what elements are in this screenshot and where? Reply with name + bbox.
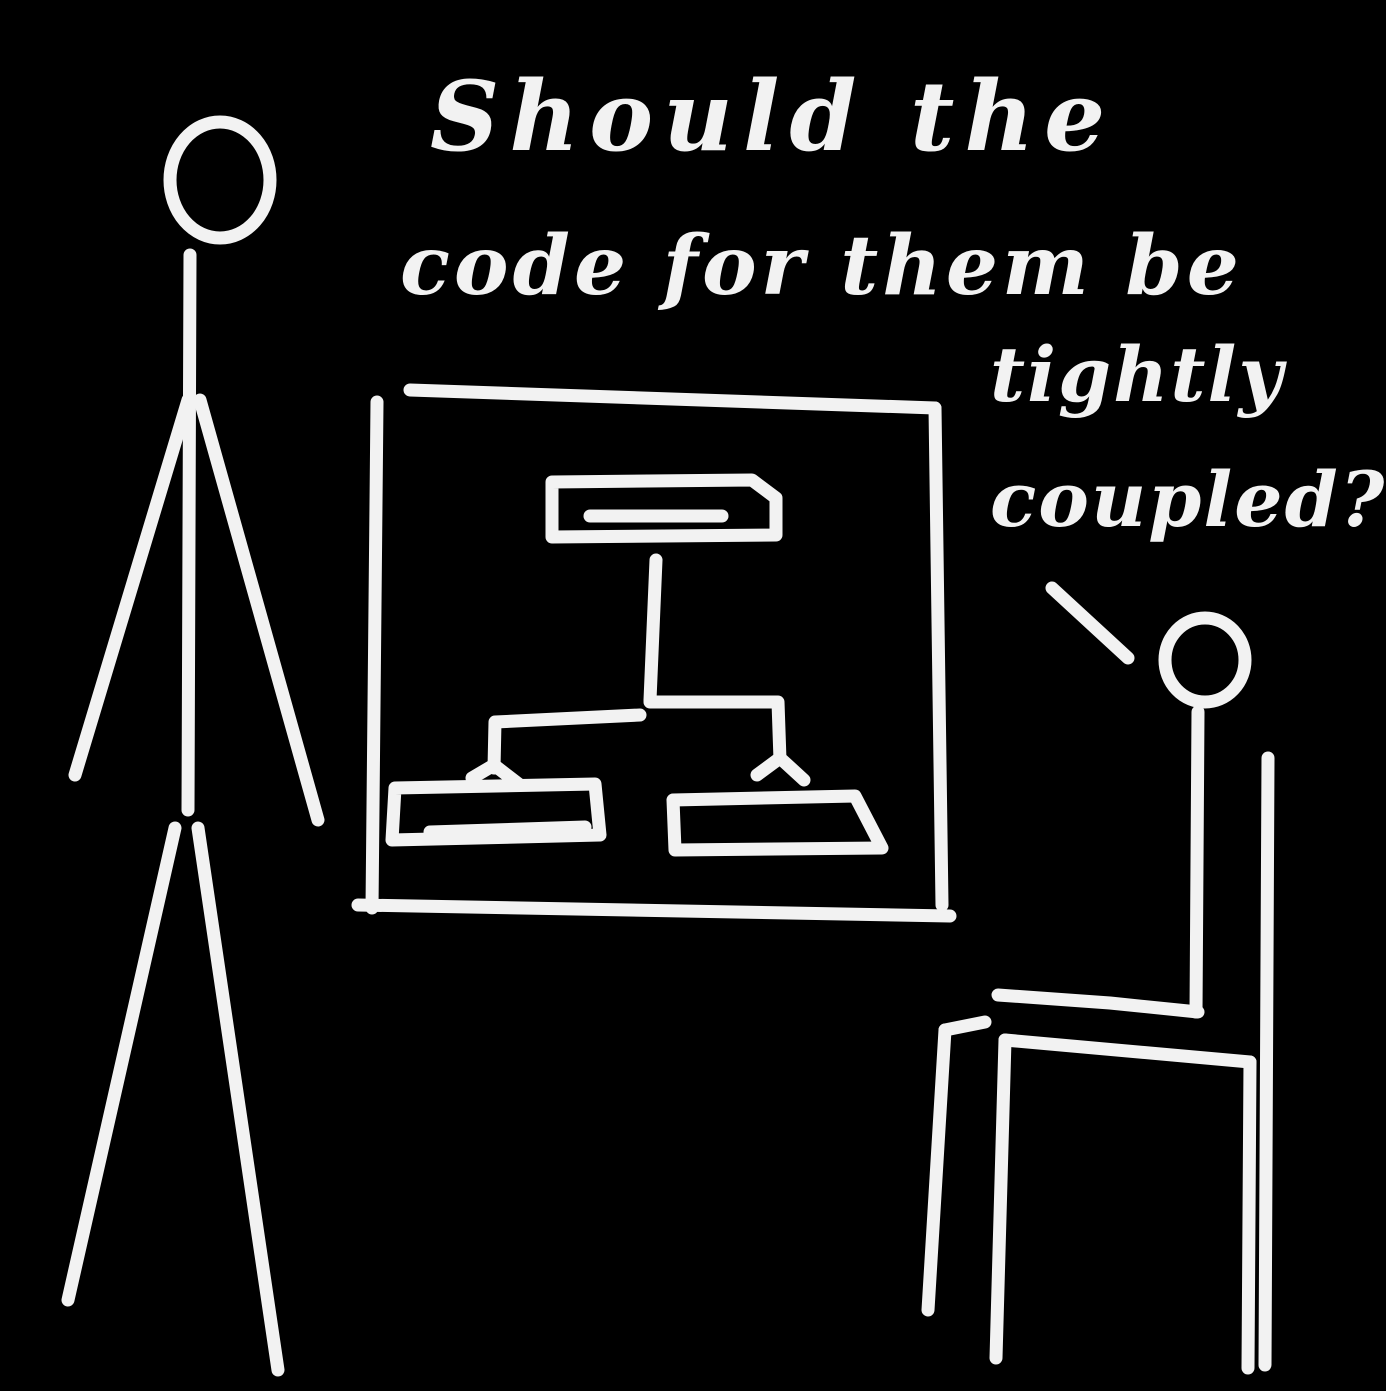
seated-person-thigh	[991, 988, 1205, 1019]
diagram-top-box	[545, 473, 783, 544]
chair-back-leg	[1241, 1055, 1257, 1375]
whiteboard-left-edge	[365, 395, 384, 915]
caption-line-4: coupled?	[990, 455, 1386, 544]
chair-seat	[998, 1033, 1257, 1069]
standing-person	[61, 115, 325, 1377]
chair-front-left-leg	[921, 1023, 952, 1317]
diagram-right-box	[666, 789, 889, 857]
standing-person-torso	[181, 248, 197, 817]
standing-person-left-arm	[68, 393, 195, 782]
chair-front-right-leg	[989, 1033, 1012, 1365]
speech-indicator-line	[1045, 581, 1135, 665]
seated-person-torso	[1189, 705, 1205, 1019]
whiteboard	[351, 383, 957, 923]
diagram-connector-vertical	[643, 553, 663, 707]
standing-person-head	[163, 115, 277, 245]
standing-person-left-leg	[61, 821, 182, 1307]
caption-line-3: tightly	[990, 330, 1285, 419]
chair-back	[1258, 751, 1275, 1372]
diagram-connector-horizontal-left	[487, 708, 647, 775]
diagram-left-box	[385, 777, 607, 847]
caption-line-2: code for them be	[400, 218, 1243, 314]
diagram-connector-fork-right	[750, 751, 811, 787]
whiteboard-right-edge	[928, 401, 949, 912]
chair-seat-front	[938, 1015, 992, 1037]
seated-person	[991, 581, 1252, 1019]
chair	[921, 751, 1275, 1375]
whiteboard-bottom-edge	[351, 898, 957, 923]
standing-person-right-leg	[191, 821, 285, 1377]
diagram-left-box-inner-line	[423, 820, 592, 839]
standing-person-right-arm	[193, 393, 325, 827]
seated-person-head	[1158, 611, 1252, 709]
whiteboard-top-edge	[403, 383, 942, 415]
caption-line-1: Should the	[430, 60, 1116, 173]
diagram-connector-horizontal-right	[643, 695, 787, 767]
